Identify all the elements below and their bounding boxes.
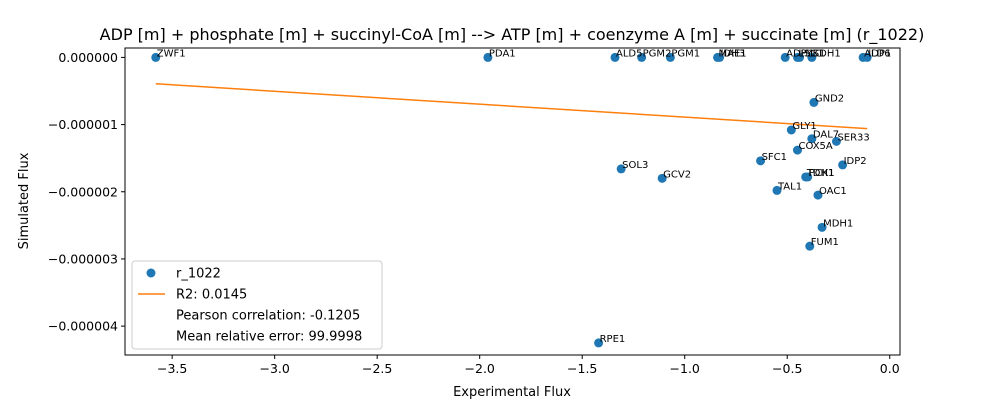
data-point — [756, 156, 766, 166]
point-label: SOL3 — [622, 160, 648, 171]
data-point — [715, 52, 725, 62]
fit-line-layer — [155, 83, 868, 130]
data-point — [817, 222, 827, 232]
point-label: FUM1 — [811, 237, 839, 248]
data-point — [657, 173, 667, 183]
legend-entry: R2: 0.0145 — [176, 288, 247, 303]
point-label: IDH3 — [721, 48, 746, 59]
data-point — [780, 52, 790, 62]
point-label: MDH1 — [823, 218, 853, 229]
legend-entry: Mean relative error: 99.9998 — [176, 330, 362, 345]
point-label: TAL1 — [777, 181, 802, 192]
data-point — [795, 52, 805, 62]
point-label: GCV2 — [663, 169, 691, 180]
point-label: GLY1 — [792, 121, 816, 132]
data-point — [831, 136, 841, 146]
x-axis-label: Experimental Flux — [453, 385, 571, 400]
point-label: ZWF1 — [157, 48, 186, 59]
point-label: LSC1 — [798, 48, 823, 59]
x-axis-ticks: −3.5 −3.0 −2.5 −2.0 −1.5 −1.0 −0.5 0.0 — [157, 355, 900, 376]
y-tick-label: −0.000001 — [48, 117, 118, 132]
y-tick-label: −0.000004 — [48, 319, 118, 334]
point-label: GND2 — [815, 93, 844, 104]
data-point — [616, 164, 626, 174]
data-point — [805, 241, 815, 251]
point-label: PGM2 — [643, 48, 672, 59]
x-tick-label: −3.5 — [157, 361, 187, 376]
x-tick-label: −3.0 — [259, 361, 289, 376]
data-point — [665, 52, 675, 62]
y-tick-label: −0.000002 — [48, 184, 118, 199]
point-label: MAE1 — [719, 48, 747, 59]
point-label: OAC1 — [819, 186, 847, 197]
plot-area: −3.5 −3.0 −2.5 −2.0 −1.5 −1.0 −0.5 0.0 0.000000… — [48, 47, 901, 376]
x-tick-label: −0.5 — [772, 361, 802, 376]
point-label: ALD6 — [864, 48, 890, 59]
x-tick-label: −2.5 — [362, 361, 392, 376]
point-label: SDH1 — [813, 48, 841, 59]
point-label: PYK1 — [801, 48, 826, 59]
legend-dot-marker — [146, 268, 156, 278]
data-point — [807, 134, 817, 144]
legend-entry: r_1022 — [176, 267, 221, 282]
y-axis-label: Simulated Flux — [17, 152, 32, 249]
x-tick-label: 0.0 — [880, 361, 900, 376]
plot-frame — [124, 47, 901, 356]
x-tick-label: −1.0 — [670, 361, 700, 376]
data-point — [813, 190, 823, 200]
point-label: TDH1 — [806, 168, 835, 179]
legend-entry: Pearson correlation: -0.1205 — [176, 309, 360, 324]
point-label: DAL7 — [813, 130, 839, 141]
data-point — [807, 52, 817, 62]
y-tick-label: 0.000000 — [58, 50, 118, 65]
point-label: ALD5 — [616, 48, 642, 59]
chart-title: ADP [m] + phosphate [m] + succinyl-CoA [… — [100, 25, 925, 45]
point-label: RPE1 — [600, 334, 626, 345]
data-point — [803, 172, 813, 182]
data-point — [772, 185, 782, 195]
point-label: PCK1 — [809, 168, 835, 179]
point-label: COX5A — [798, 141, 832, 152]
data-points — [151, 52, 872, 348]
point-label: IDP2 — [844, 156, 867, 167]
data-point — [838, 160, 848, 170]
data-point — [792, 145, 802, 155]
point-label: SER33 — [837, 132, 869, 143]
data-point — [151, 52, 161, 62]
point-label: ADH1 — [786, 48, 814, 59]
data-point — [786, 125, 796, 135]
data-point — [610, 52, 620, 62]
x-tick-label: −2.0 — [465, 361, 495, 376]
point-label: PGM1 — [671, 48, 700, 59]
x-tick-label: −1.5 — [567, 361, 597, 376]
data-point — [594, 338, 604, 348]
legend: r_1022 R2: 0.0145 Pearson correlation: -0.… — [131, 260, 383, 350]
y-tick-label: −0.000003 — [48, 251, 118, 266]
point-label: PDA1 — [489, 48, 516, 59]
point-label: IDP1 — [868, 48, 891, 59]
y-axis-ticks: 0.000000 −0.000001 −0.000002 −0.000003 −0.00… — [48, 50, 125, 334]
data-point — [483, 52, 493, 62]
data-point — [862, 52, 872, 62]
fit-line — [155, 83, 868, 130]
data-point — [809, 97, 819, 107]
data-point — [637, 52, 647, 62]
point-label: SFC1 — [762, 152, 787, 163]
legend-box — [131, 260, 383, 350]
